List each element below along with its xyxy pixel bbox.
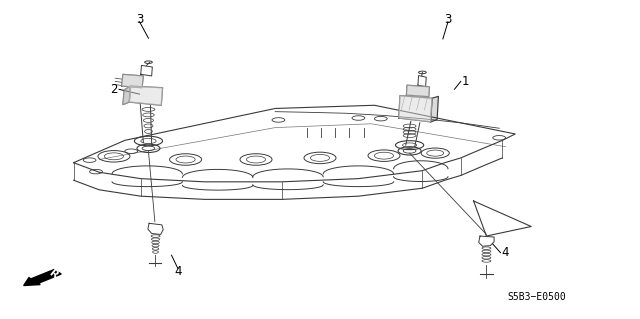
Polygon shape <box>129 86 163 105</box>
Text: FR.: FR. <box>42 263 63 283</box>
FancyArrow shape <box>24 270 61 286</box>
Polygon shape <box>122 74 143 88</box>
Polygon shape <box>406 85 429 97</box>
Text: 3: 3 <box>136 13 143 26</box>
Polygon shape <box>431 96 438 122</box>
Text: 3: 3 <box>444 13 452 26</box>
Polygon shape <box>123 86 131 105</box>
Text: S5B3−E0500: S5B3−E0500 <box>507 292 566 302</box>
Text: 1: 1 <box>462 75 470 88</box>
Text: 2: 2 <box>110 83 118 96</box>
Text: 4: 4 <box>502 246 509 259</box>
Polygon shape <box>399 96 432 122</box>
Text: 4: 4 <box>174 265 182 278</box>
